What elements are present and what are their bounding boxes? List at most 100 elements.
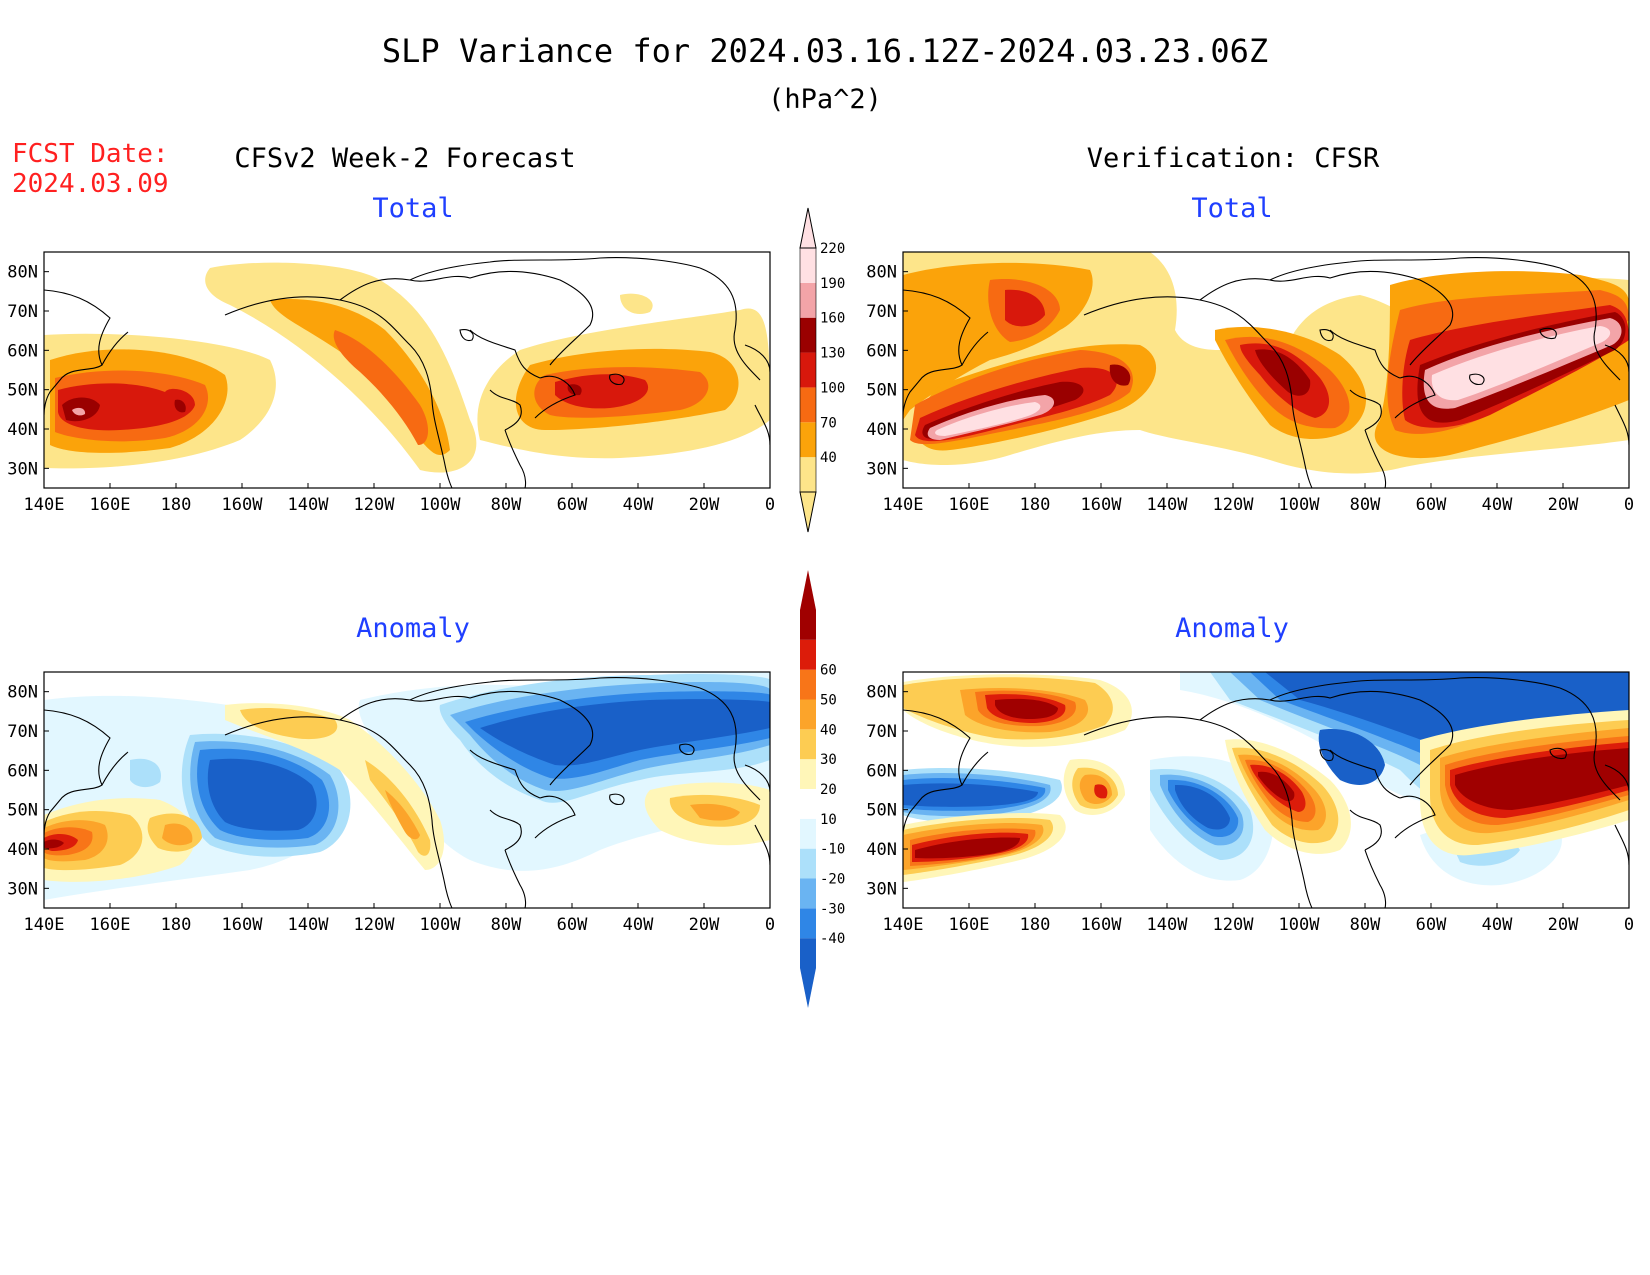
colorbar-anomaly-swatch (800, 789, 816, 819)
colorbar-anomaly-swatch (800, 818, 816, 849)
colorbar-anomaly-label: 50 (820, 693, 837, 709)
fcst-date: 2024.03.09 (12, 169, 169, 199)
lat-label-verification-total: 60N (866, 341, 897, 361)
lon-label-verification-anomaly: 160W (1081, 915, 1123, 935)
field-verification-total (903, 252, 1629, 474)
lon-label-forecast-total: 160W (222, 495, 264, 515)
lon-label-verification-total: 0 (1624, 495, 1634, 515)
lon-label-verification-anomaly: 80W (1350, 915, 1381, 935)
colorbar-anomaly-label: 60 (820, 663, 837, 679)
lon-label-verification-total: 60W (1416, 495, 1447, 515)
colorbar-anomaly-label: -30 (820, 901, 845, 917)
lon-label-verification-anomaly: 20W (1548, 915, 1579, 935)
lon-label-forecast-anomaly: 140E (24, 915, 65, 935)
lat-label-forecast-total: 30N (7, 459, 38, 479)
lon-label-forecast-total: 80W (491, 495, 522, 515)
colorbar-anomaly-label: 20 (820, 782, 837, 798)
lat-label-verification-total: 30N (866, 459, 897, 479)
lon-label-forecast-anomaly: 100W (420, 915, 462, 935)
lon-label-verification-total: 160W (1081, 495, 1123, 515)
lon-label-verification-anomaly: 180 (1020, 915, 1051, 935)
lat-label-verification-total: 50N (866, 381, 897, 401)
colorbar-total: 40 70 100 130 160 190 220 (799, 207, 845, 533)
lon-label-forecast-total: 20W (689, 495, 720, 515)
colorbar-total-label: 160 (820, 311, 845, 327)
lon-label-verification-anomaly: 40W (1482, 915, 1513, 935)
lon-label-verification-anomaly: 120W (1213, 915, 1255, 935)
lat-label-verification-anomaly: 80N (866, 683, 897, 703)
colorbar-anomaly-swatch (800, 729, 816, 760)
units-label: (hPa^2) (768, 84, 882, 115)
lon-label-forecast-anomaly: 40W (623, 915, 654, 935)
colorbar-anomaly-swatch (800, 878, 816, 909)
field-verification-anomaly (903, 672, 1629, 886)
lon-label-verification-total: 40W (1482, 495, 1513, 515)
verification-column-title: Verification: CFSR (1087, 143, 1380, 174)
colorbar-anomaly-swatch (800, 908, 816, 939)
lon-label-forecast-anomaly: 140W (288, 915, 330, 935)
lat-label-verification-total: 40N (866, 420, 897, 440)
panel-title-total-right: Total (1191, 193, 1272, 224)
lat-label-forecast-total: 60N (7, 341, 38, 361)
coastlines-verification-anomaly (903, 677, 1629, 908)
lat-label-forecast-anomaly: 40N (7, 840, 38, 860)
lat-label-forecast-total: 80N (7, 263, 38, 283)
colorbar-anomaly-label: -40 (820, 931, 845, 947)
colorbar-anomaly-swatch (800, 699, 816, 730)
map-panel-verification-anomaly (902, 671, 1630, 909)
lon-label-verification-total: 80W (1350, 495, 1381, 515)
field-forecast-total (44, 262, 770, 473)
lat-label-verification-total: 70N (866, 302, 897, 322)
colorbar-total-swatch (800, 422, 816, 458)
colorbar-anomaly-label: 30 (820, 752, 837, 768)
lon-label-forecast-total: 140E (24, 495, 65, 515)
lon-label-verification-anomaly: 140E (883, 915, 924, 935)
lon-label-verification-total: 160E (949, 495, 990, 515)
fcst-label: FCST Date: (12, 139, 169, 169)
lon-label-verification-total: 20W (1548, 495, 1579, 515)
lat-label-forecast-anomaly: 60N (7, 761, 38, 781)
colorbar-anomaly-swatch (800, 669, 816, 700)
lon-label-verification-anomaly: 100W (1279, 915, 1321, 935)
colorbar-total-label: 130 (820, 346, 845, 362)
colorbar-total-label: 40 (820, 450, 837, 466)
map-panel-forecast-total (43, 251, 771, 489)
map-panel-verification-total (902, 251, 1630, 489)
colorbar-anomaly: -40 -30 -20 -10 10 20 30 40 50 60 (800, 570, 845, 1008)
panel-title-anomaly-left: Anomaly (356, 613, 470, 644)
lat-label-forecast-anomaly: 70N (7, 722, 38, 742)
lon-label-verification-anomaly: 0 (1624, 915, 1634, 935)
forecast-column-title: CFSv2 Week-2 Forecast (234, 143, 575, 174)
colorbar-anomaly-swatch (800, 610, 816, 640)
colorbar-anomaly-swatch (800, 848, 816, 879)
lat-label-verification-anomaly: 30N (866, 879, 897, 899)
colorbar-total-swatch (800, 352, 816, 388)
lon-label-verification-total: 140E (883, 495, 924, 515)
colorbar-total-label: 220 (820, 241, 845, 257)
lon-label-forecast-anomaly: 160E (90, 915, 131, 935)
lon-label-forecast-total: 60W (557, 495, 588, 515)
lat-label-verification-total: 80N (866, 263, 897, 283)
lon-label-forecast-total: 100W (420, 495, 462, 515)
colorbar-anomaly-swatch (800, 639, 816, 670)
map-panel-forecast-anomaly (43, 671, 771, 909)
colorbar-anomaly-swatch (800, 938, 816, 968)
lon-label-forecast-anomaly: 120W (354, 915, 396, 935)
axis-labels: 80N 70N 60N 50N 40N 30N 140E 160E 180 160W 140W 120… (7, 263, 1634, 935)
lon-label-forecast-anomaly: 80W (491, 915, 522, 935)
lon-label-forecast-total: 40W (623, 495, 654, 515)
colorbar-total-label: 190 (820, 276, 845, 292)
panel-title-total-left: Total (372, 193, 453, 224)
coastlines-forecast-anomaly (44, 677, 770, 908)
colorbar-anomaly-swatch (800, 759, 816, 789)
colorbar-anomaly-label: 10 (820, 812, 837, 828)
colorbar-total-swatch (800, 282, 816, 318)
lon-label-forecast-anomaly: 180 (161, 915, 192, 935)
lon-label-verification-total: 180 (1020, 495, 1051, 515)
lon-label-verification-anomaly: 160E (949, 915, 990, 935)
lat-label-verification-anomaly: 40N (866, 840, 897, 860)
field-forecast-anomaly (44, 672, 770, 900)
lat-label-verification-anomaly: 50N (866, 801, 897, 821)
colorbar-anomaly-label: 40 (820, 722, 837, 738)
